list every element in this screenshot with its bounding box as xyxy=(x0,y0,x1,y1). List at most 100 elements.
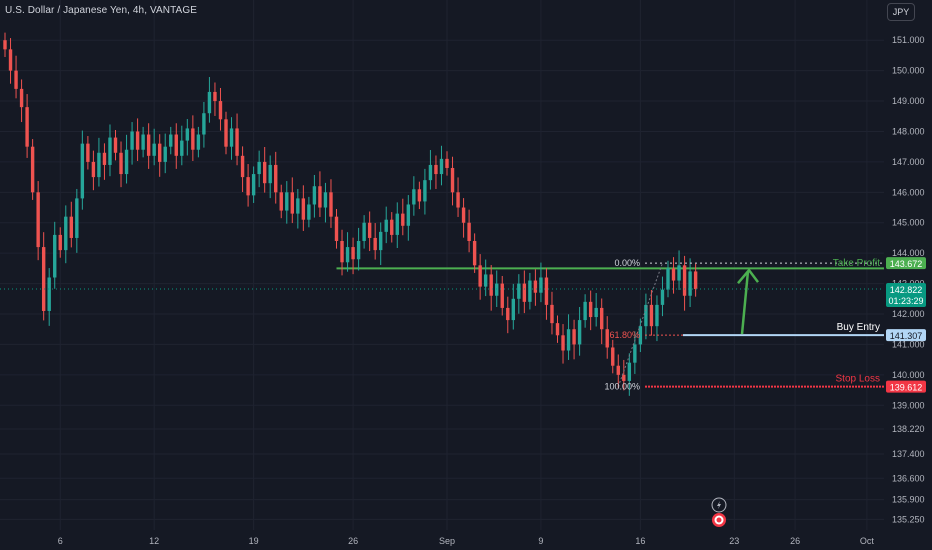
candle-body xyxy=(649,304,654,327)
candle-body xyxy=(97,152,101,178)
candle-body xyxy=(655,304,659,327)
candle-body xyxy=(390,219,394,235)
y-tick-label: 144.000 xyxy=(892,248,925,258)
y-tick-label: 151.000 xyxy=(892,35,925,45)
current-price-tag-bg xyxy=(886,282,926,307)
stop-loss-price-tag: 139.612 xyxy=(886,380,926,393)
fib-100-label: 100.00% xyxy=(604,382,640,392)
candle-body xyxy=(25,107,29,147)
candle-body xyxy=(163,146,167,162)
candle-body xyxy=(274,164,278,193)
candle-body xyxy=(478,265,482,287)
candle-body xyxy=(207,91,212,114)
candle-body xyxy=(439,158,444,175)
stop-loss-label: Stop Loss xyxy=(836,374,880,385)
candle-body xyxy=(483,274,488,287)
candle-body xyxy=(334,216,339,241)
candle-body xyxy=(235,128,239,156)
candle-body xyxy=(682,265,687,296)
fib-618-label: 61.80% xyxy=(609,330,640,340)
record-icon[interactable] xyxy=(712,513,726,527)
y-tick-label: 147.000 xyxy=(892,157,925,167)
y-tick-label: 135.900 xyxy=(892,495,925,505)
candle-body xyxy=(158,143,162,162)
candle-body xyxy=(169,134,173,147)
current-price-tag-text: 142.822 xyxy=(890,285,923,295)
candle-body xyxy=(340,240,344,263)
candle-body xyxy=(616,365,620,375)
candle-body xyxy=(58,234,62,251)
candle-body xyxy=(251,174,256,196)
candle-body xyxy=(677,265,681,281)
y-tick-label: 145.000 xyxy=(892,218,925,228)
candle-body xyxy=(517,283,521,299)
y-tick-label: 141.000 xyxy=(892,339,925,349)
currency-button[interactable]: JPY xyxy=(887,3,915,21)
candle-body xyxy=(351,247,355,260)
target-arrow-head xyxy=(737,268,759,284)
candle-body xyxy=(141,134,145,150)
candle-body xyxy=(401,213,405,226)
candle-body xyxy=(423,180,427,202)
x-tick-label: 12 xyxy=(149,536,159,546)
candle-body xyxy=(345,247,350,263)
take-profit-label: Take Profit xyxy=(833,258,880,269)
candle-body xyxy=(279,192,283,211)
candle-body xyxy=(64,216,68,251)
candle-body xyxy=(367,222,372,238)
candle-body xyxy=(196,134,201,150)
candle-body xyxy=(528,280,532,302)
candle-body xyxy=(622,374,626,381)
candle-body xyxy=(257,161,261,175)
candle-body xyxy=(489,274,493,296)
y-tick-label: 137.400 xyxy=(892,449,925,459)
candle-body xyxy=(218,101,223,120)
candle-body xyxy=(450,167,455,193)
candle-body xyxy=(30,146,35,193)
y-tick-label: 140.000 xyxy=(892,370,925,380)
candle-body xyxy=(555,323,560,336)
buy-entry-price-tag-text: 141.307 xyxy=(890,331,923,341)
candle-body xyxy=(229,128,234,147)
x-tick-label: 6 xyxy=(58,536,63,546)
time-axis[interactable]: 6 12 19 26 Sep 9 16 23 26 Oct xyxy=(58,536,875,546)
candle-body xyxy=(174,134,178,156)
y-tick-label: 142.000 xyxy=(892,309,925,319)
candle-body xyxy=(500,283,504,308)
candle-body xyxy=(671,268,676,281)
fib-0-label: 0.00% xyxy=(614,258,640,268)
candle-body xyxy=(572,329,576,345)
buy-entry-label: Buy Entry xyxy=(837,322,880,333)
candle-body xyxy=(417,189,422,202)
y-tick-label: 136.600 xyxy=(892,473,925,483)
candle-body xyxy=(180,140,184,156)
candle-body xyxy=(80,143,85,199)
price-axis[interactable]: 151.000 150.000 149.000 148.000 147.000 146.0… xyxy=(886,35,926,524)
buy-entry-price-tag-bg xyxy=(886,329,926,342)
y-tick-label: 146.000 xyxy=(892,187,925,197)
candle-body xyxy=(240,155,245,178)
lightning-icon[interactable] xyxy=(711,497,727,513)
candle-body xyxy=(47,277,51,311)
y-tick-label: 150.000 xyxy=(892,66,925,76)
candle-body xyxy=(467,222,471,241)
y-tick-label: 148.000 xyxy=(892,126,925,136)
candle-body xyxy=(544,277,549,305)
trade-annotations[interactable]: 0.00% Take Profit 61.80% Buy Entry 100.00% St… xyxy=(0,258,884,392)
x-tick-label: 19 xyxy=(249,536,259,546)
candle-body xyxy=(644,304,648,327)
candle-body xyxy=(119,152,123,175)
candle-body xyxy=(356,240,361,260)
candle-body xyxy=(202,113,206,135)
candle-body xyxy=(588,301,593,318)
take-profit-price-tag-text: 143.672 xyxy=(890,259,923,269)
buy-entry-price-tag: 141.307 xyxy=(886,329,926,342)
candle-body xyxy=(539,277,543,293)
candle-body xyxy=(113,137,118,153)
candle-body xyxy=(152,143,156,156)
candle-body xyxy=(75,198,79,238)
candle-body xyxy=(318,186,322,208)
candle-body xyxy=(262,161,267,184)
x-tick-label: Sep xyxy=(439,536,455,546)
